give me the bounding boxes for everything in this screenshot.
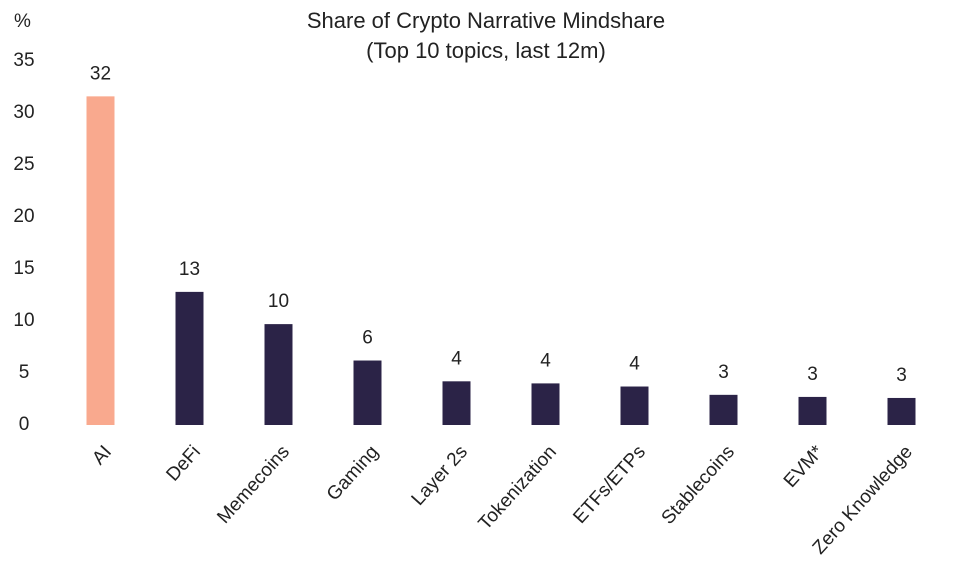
bar [442, 381, 471, 425]
bar [798, 396, 827, 425]
value-label: 6 [362, 328, 373, 349]
x-tick-label: Stablecoins [658, 442, 739, 529]
x-tick-label: EVM* [780, 441, 829, 492]
value-label: 4 [629, 354, 640, 375]
x-tick-label: DeFi [162, 442, 204, 486]
value-label: 10 [268, 291, 289, 312]
value-label: 3 [718, 362, 729, 383]
bar [175, 291, 204, 425]
y-tick-label: 25 [13, 154, 34, 175]
y-axis-label: % [14, 11, 31, 32]
value-label: 3 [807, 364, 818, 385]
x-tick-label: Memecoins [213, 442, 294, 528]
y-tick-label: 10 [13, 310, 34, 331]
chart-title: Share of Crypto Narrative Mindshare [307, 8, 665, 33]
x-tick-label: Tokenization [475, 442, 561, 535]
y-tick-label: 30 [13, 102, 34, 123]
y-tick-label: 5 [19, 362, 30, 383]
bar [264, 324, 293, 425]
bar [531, 383, 560, 425]
bar [353, 360, 382, 425]
value-label: 32 [90, 63, 111, 84]
value-label: 13 [179, 259, 200, 280]
value-label: 3 [896, 365, 907, 386]
bar [86, 96, 115, 426]
x-tick-label: Zero Knowledge [809, 442, 917, 559]
bar [709, 394, 738, 425]
x-tick-label: ETFs/ETPs [569, 442, 650, 528]
y-tick-label: 0 [19, 414, 30, 435]
value-label: 4 [451, 348, 462, 369]
y-tick-label: 35 [13, 50, 34, 71]
value-label: 4 [540, 350, 551, 371]
x-tick-label: Layer 2s [408, 442, 472, 510]
bar [887, 397, 916, 425]
chart-subtitle: (Top 10 topics, last 12m) [366, 38, 606, 63]
bar [620, 386, 649, 425]
y-tick-label: 20 [13, 206, 34, 227]
y-tick-label: 15 [13, 258, 34, 279]
x-tick-label: AI [88, 442, 116, 469]
x-tick-label: Gaming [323, 442, 383, 505]
